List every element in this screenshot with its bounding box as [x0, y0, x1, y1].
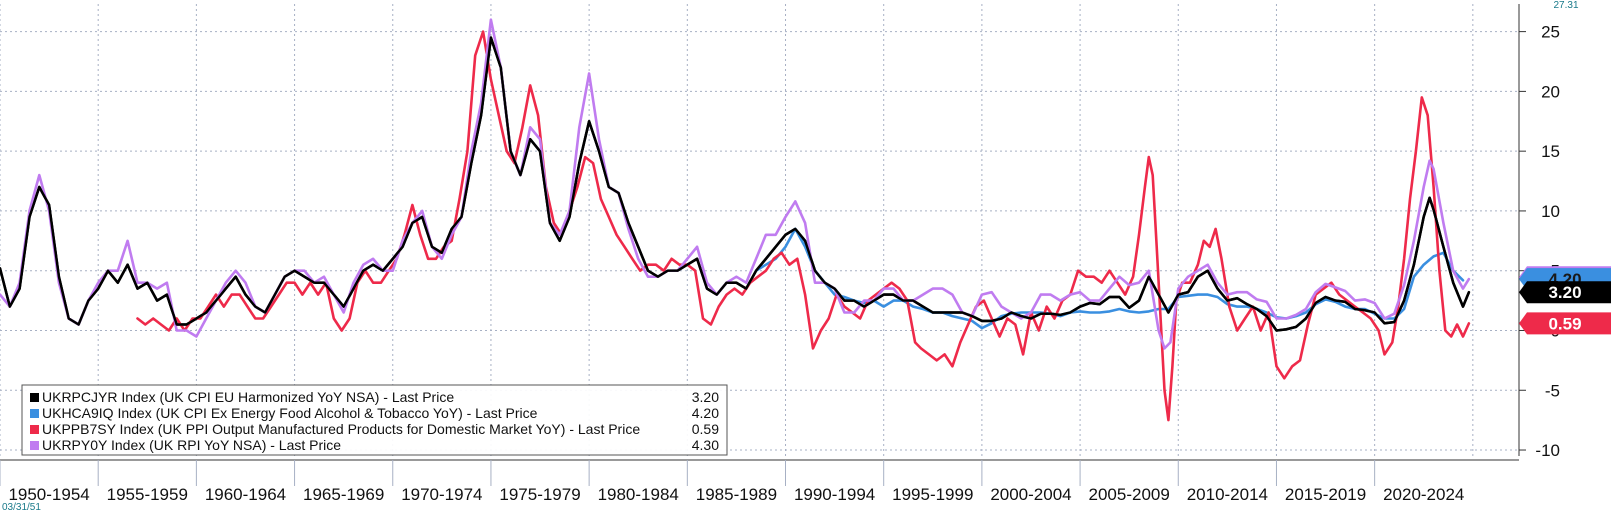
series-line-0-top: [0, 36, 1471, 332]
x-tick-label: 2015-2019: [1285, 485, 1366, 504]
badge-shape: [1519, 312, 1611, 335]
x-tick-label: 1985-1989: [696, 485, 777, 504]
x-tick-label: 2000-2004: [990, 485, 1071, 504]
x-tick-label: 1965-1969: [303, 485, 384, 504]
x-tick-label: 1975-1979: [499, 485, 580, 504]
x-tick-label: 1950-1954: [8, 485, 89, 504]
x-tick-label: 1990-1994: [794, 485, 875, 504]
y-tick-label: 10: [1541, 202, 1560, 221]
x-tick-label: 2020-2024: [1383, 485, 1464, 504]
badge-2: 0.59: [1519, 312, 1611, 335]
y-tick-label: 20: [1541, 82, 1560, 101]
series-line-2: [136, 30, 1471, 422]
legend-box: [21, 384, 728, 456]
legend-swatch: [30, 393, 39, 402]
y-tick-label: -10: [1535, 441, 1560, 460]
x-tick-label: 1955-1959: [107, 485, 188, 504]
badge-shape: [1519, 281, 1611, 304]
x-tick-label: 1995-1999: [892, 485, 973, 504]
legend-swatch: [30, 441, 39, 450]
legend-swatch: [30, 425, 39, 434]
badge-value: 0.59: [1548, 314, 1581, 333]
badge-0: 3.20: [1519, 281, 1611, 304]
x-tick-label: 1980-1984: [598, 485, 679, 504]
legend-label: UKRPCJYR Index (UK CPI EU Harmonized YoY…: [42, 389, 454, 405]
series-lines: [0, 18, 1471, 422]
y-tick-label: 25: [1541, 23, 1560, 42]
legend-label: UKPPB7SY Index (UK PPI Output Manufactur…: [42, 421, 640, 437]
x-tick-label: 1970-1974: [401, 485, 482, 504]
badge-value: 3.20: [1548, 283, 1581, 302]
legend-value: 0.59: [692, 421, 719, 437]
legend-swatch: [30, 409, 39, 418]
series-line-0: [0, 36, 1471, 332]
legend-value: 3.20: [692, 389, 719, 405]
x-tick-label: 1960-1964: [205, 485, 286, 504]
legend-value: 4.20: [692, 405, 719, 421]
series-line-3: [0, 18, 1471, 350]
x-tick-label: 2005-2009: [1089, 485, 1170, 504]
legend: UKRPCJYR Index (UK CPI EU Harmonized YoY…: [21, 384, 728, 456]
x-tick-label: 2010-2014: [1187, 485, 1268, 504]
legend-label: UKHCA9IQ Index (UK CPI Ex Energy Food Al…: [42, 405, 538, 421]
y-tick-label: -5: [1545, 381, 1560, 400]
y-tick-label: 15: [1541, 142, 1560, 161]
y-max-label: 27.31: [1553, 0, 1578, 11]
last-value-badges: 4.204.203.200.59: [1519, 266, 1611, 335]
legend-label: UKRPY0Y Index (UK RPI YoY NSA) - Last Pr…: [42, 437, 341, 453]
legend-value: 4.30: [692, 437, 719, 453]
x-start-label: 03/31/51: [2, 502, 41, 513]
